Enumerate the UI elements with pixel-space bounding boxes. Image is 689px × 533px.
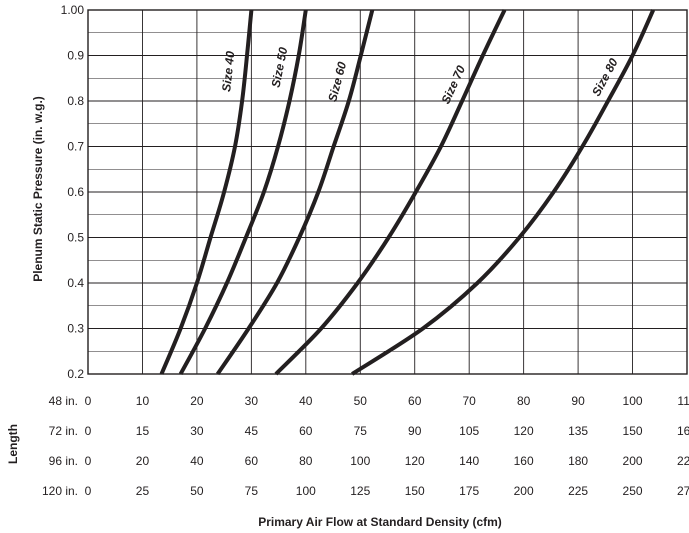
x-tick-label: 165 [677, 424, 689, 438]
x-tick-label: 30 [190, 424, 204, 438]
x-tick-label: 125 [350, 484, 370, 498]
x-tick-label: 15 [136, 424, 150, 438]
x-tick-label: 90 [571, 394, 585, 408]
x-tick-label: 40 [299, 394, 313, 408]
series-line [274, 9, 507, 376]
x-tick-label: 120 [514, 424, 534, 438]
series-label: Size 60 [325, 60, 349, 103]
x-tick-label: 90 [408, 424, 422, 438]
x-tick-label: 100 [350, 454, 370, 468]
x-tick-label: 10 [136, 394, 150, 408]
x-tick-label: 140 [459, 454, 479, 468]
x-tick-label: 80 [299, 454, 313, 468]
x-tick-label: 50 [190, 484, 204, 498]
x-tick-label: 250 [623, 484, 643, 498]
x-tick-label: 60 [245, 454, 259, 468]
x-tick-label: 20 [190, 394, 204, 408]
x-tick-label: 100 [296, 484, 316, 498]
y-tick-label: 0.2 [67, 367, 84, 381]
y-tick-label: 0.6 [67, 185, 84, 199]
x-scale-label: Length [6, 424, 20, 464]
x-tick-label: 160 [514, 454, 534, 468]
x-tick-label: 0 [85, 484, 92, 498]
y-tick-label: 1.00 [61, 3, 85, 17]
y-tick-label: 0.7 [67, 140, 84, 154]
y-axis-tick-labels: 0.2 0.3 0.4 0.5 0.6 0.7 0.8 0.9 1.00 [61, 3, 85, 381]
x-scale-row-label: 96 in. [49, 454, 78, 468]
x-tick-label: 60 [299, 424, 313, 438]
x-axis-label: Primary Air Flow at Standard Density (cf… [258, 515, 502, 529]
x-scale-row-label: 48 in. [49, 394, 78, 408]
y-tick-label: 0.3 [67, 322, 84, 336]
x-tick-label: 150 [405, 484, 425, 498]
x-tick-label: 0 [85, 394, 92, 408]
x-tick-label: 25 [136, 484, 150, 498]
x-tick-label: 225 [568, 484, 588, 498]
x-tick-label: 70 [463, 394, 477, 408]
x-tick-label: 50 [354, 394, 368, 408]
y-tick-label: 0.8 [67, 94, 84, 108]
x-tick-label: 120 [405, 454, 425, 468]
x-tick-label: 75 [245, 484, 259, 498]
series-label: Size 50 [269, 46, 291, 89]
x-tick-label: 45 [245, 424, 259, 438]
y-tick-label: 0.4 [67, 276, 84, 290]
x-tick-label: 135 [568, 424, 588, 438]
plot-frame [87, 9, 688, 375]
series-label: Size 40 [219, 50, 237, 92]
x-tick-label: 20 [136, 454, 150, 468]
x-tick-label: 200 [623, 454, 643, 468]
x-scale-row-label: 72 in. [49, 424, 78, 438]
x-tick-label: 30 [245, 394, 259, 408]
y-axis-label: Plenum Static Pressure (in. w.g.) [31, 96, 45, 282]
x-tick-label: 105 [459, 424, 479, 438]
grid [87, 9, 688, 375]
y-tick-label: 0.9 [67, 49, 84, 63]
x-tick-label: 60 [408, 394, 422, 408]
x-tick-label: 75 [354, 424, 368, 438]
series-label: Size 80 [589, 56, 621, 99]
x-tick-label: 275 [677, 484, 689, 498]
x-tick-label: 150 [623, 424, 643, 438]
series-line [351, 9, 656, 376]
series-line [178, 9, 308, 375]
x-tick-label: 0 [85, 424, 92, 438]
x-tick-label: 175 [459, 484, 479, 498]
x-tick-label: 40 [190, 454, 204, 468]
x-tick-label: 0 [85, 454, 92, 468]
y-tick-label: 0.5 [67, 231, 84, 245]
series-line [215, 9, 375, 376]
x-tick-label: 220 [677, 454, 689, 468]
x-axis-scale-table: 48 in. 0 10 20 30 40 50 60 70 80 90 100 110 72 in. 0 15… [42, 394, 689, 498]
x-tick-label: 100 [623, 394, 643, 408]
x-tick-label: 110 [677, 394, 689, 408]
x-scale-row-label: 120 in. [42, 484, 78, 498]
x-tick-label: 200 [514, 484, 534, 498]
series-line [159, 9, 254, 375]
x-tick-label: 180 [568, 454, 588, 468]
x-tick-label: 80 [517, 394, 531, 408]
